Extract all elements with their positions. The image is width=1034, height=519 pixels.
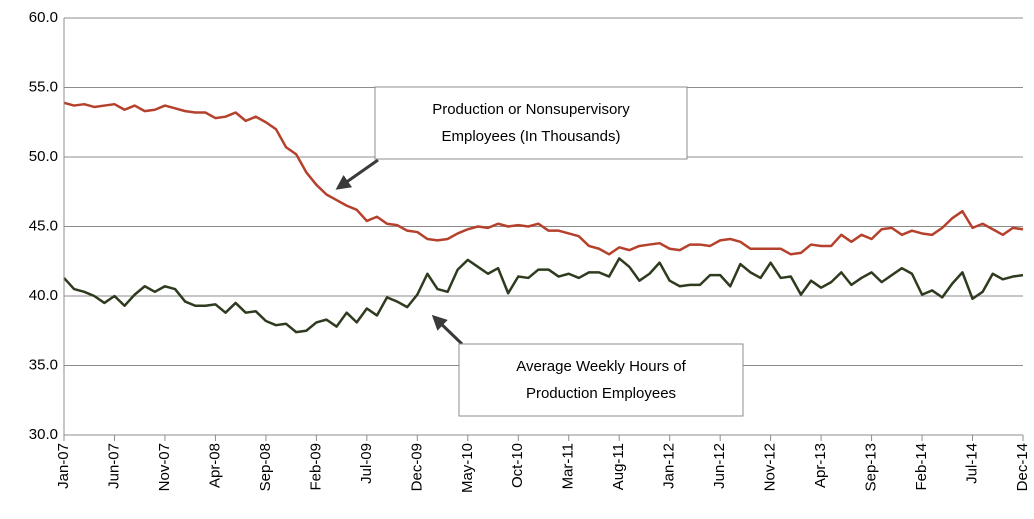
y-tick-label: 35.0	[29, 356, 58, 373]
annotation: Employees (In Thousands)	[442, 128, 621, 145]
x-tick-label: Sep-13	[863, 443, 880, 491]
x-tick-label: Dec-09	[408, 443, 425, 491]
x-tick-label: Jun-07	[105, 443, 122, 489]
y-tick-label: 40.0	[29, 287, 58, 304]
y-tick-label: 30.0	[29, 426, 58, 443]
x-tick-label: May-10	[459, 443, 476, 493]
x-tick-label: Dec-14	[1014, 443, 1031, 491]
annotation: Average Weekly Hours of	[516, 358, 686, 375]
x-tick-label: Aug-11	[610, 443, 627, 490]
series-line	[63, 257, 1024, 334]
arrow	[431, 314, 464, 346]
x-tick-label: Nov-12	[762, 443, 779, 491]
y-tick-label: 55.0	[29, 78, 58, 95]
x-tick-label: Nov-07	[156, 443, 173, 491]
series-line	[63, 101, 1024, 256]
y-tick-label: 45.0	[29, 217, 58, 234]
x-tick-label: Sep-08	[257, 443, 274, 491]
x-tick-label: Apr-08	[206, 443, 223, 488]
annotation-box	[458, 343, 744, 417]
y-tick-label: 50.0	[29, 148, 58, 165]
annotation: Production Employees	[526, 385, 676, 402]
y-tick-label: 60.0	[29, 9, 58, 26]
x-tick-label: Jul-14	[963, 443, 980, 484]
arrow	[335, 158, 379, 190]
x-tick-label: Jul-09	[358, 443, 375, 484]
x-tick-label: Oct-10	[509, 443, 526, 488]
x-tick-label: Feb-14	[913, 443, 930, 491]
annotation: Production or Nonsupervisory	[432, 101, 630, 118]
x-tick-label: Jan-12	[661, 443, 678, 489]
x-tick-label: Apr-13	[812, 443, 829, 488]
annotation-box	[374, 86, 688, 160]
x-tick-label: Jun-12	[711, 443, 728, 489]
x-tick-label: Mar-11	[560, 443, 577, 489]
plot	[63, 101, 1024, 334]
x-tick-label: Feb-09	[307, 443, 324, 491]
x-tick-label: Jan-07	[55, 443, 72, 489]
